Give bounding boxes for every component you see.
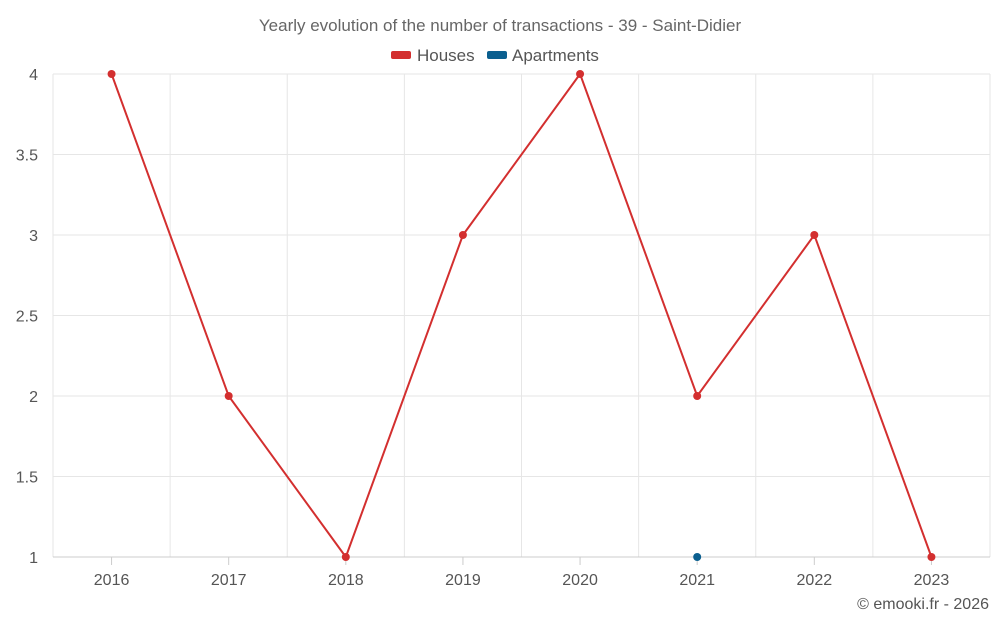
x-tick-label: 2020 — [562, 572, 598, 589]
data-point-houses[interactable] — [107, 70, 116, 78]
legend-label-apartments: Apartments — [512, 46, 599, 65]
y-tick-label: 3.5 — [16, 148, 38, 165]
chart-title: Yearly evolution of the number of transa… — [259, 16, 742, 35]
x-tick-label: 2016 — [94, 572, 130, 589]
x-tick-label: 2019 — [445, 572, 481, 589]
legend-item-houses[interactable]: Houses — [391, 46, 475, 65]
data-point-houses[interactable] — [810, 231, 819, 239]
x-tick-label: 2017 — [211, 572, 247, 589]
y-tick-label: 2.5 — [16, 309, 38, 326]
legend-swatch-houses — [391, 51, 411, 59]
x-tick-label: 2022 — [797, 572, 833, 589]
series — [107, 70, 936, 561]
x-tick-label: 2018 — [328, 572, 364, 589]
grid — [52, 73, 991, 558]
legend-item-apartments[interactable]: Apartments — [487, 46, 599, 65]
y-tick-label: 3 — [29, 228, 38, 245]
data-point-houses[interactable] — [458, 231, 467, 239]
legend: Houses Apartments — [391, 46, 599, 65]
legend-swatch-apartments — [487, 51, 507, 59]
data-point-houses[interactable] — [576, 70, 585, 78]
x-tick-label: 2023 — [914, 572, 950, 589]
y-tick-label: 1.5 — [16, 470, 38, 487]
legend-label-houses: Houses — [417, 46, 475, 65]
y-tick-label: 4 — [29, 67, 38, 84]
data-point-apartments[interactable] — [693, 553, 702, 561]
credit-text: © emooki.fr - 2026 — [857, 596, 989, 613]
y-tick-label: 1 — [29, 550, 38, 567]
data-point-houses[interactable] — [224, 392, 233, 400]
y-axis: 1 1.5 2 2.5 3 3.5 4 — [16, 67, 38, 567]
data-point-houses[interactable] — [927, 553, 936, 561]
data-point-houses[interactable] — [341, 553, 350, 561]
data-point-houses[interactable] — [693, 392, 702, 400]
x-tick-label: 2021 — [679, 572, 715, 589]
x-axis: 2016 2017 2018 2019 2020 2021 2022 2023 — [53, 556, 990, 589]
y-tick-label: 2 — [29, 389, 38, 406]
series-line-houses — [110, 73, 933, 558]
